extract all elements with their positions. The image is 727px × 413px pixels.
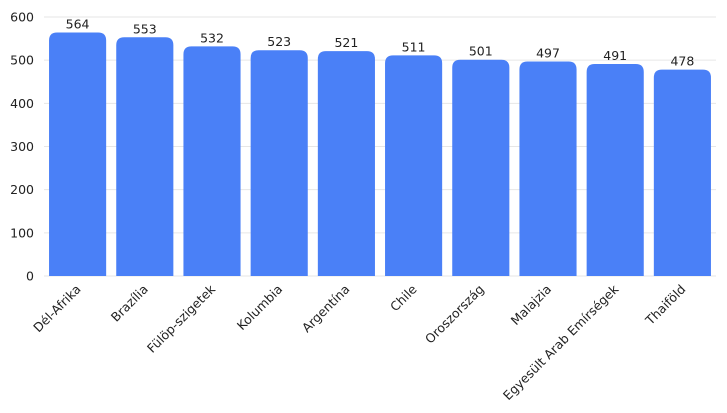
bar — [385, 55, 443, 276]
x-tick-label: Fülöp-szigetek — [144, 281, 219, 356]
y-tick-label: 0 — [26, 269, 34, 284]
y-tick-label: 600 — [10, 10, 34, 25]
bar — [653, 69, 711, 276]
bar — [317, 51, 375, 276]
x-tick-label: Oroszország — [422, 282, 487, 347]
x-tick-label: Thaiföld — [642, 282, 689, 329]
y-tick-label: 500 — [10, 53, 34, 68]
bar — [49, 32, 107, 276]
bar — [116, 37, 174, 277]
data-label: 521 — [334, 35, 358, 50]
data-label: 511 — [402, 39, 426, 54]
x-tick-label: Brazília — [108, 282, 151, 325]
x-tick-label: Egyesült Arab Emírségek — [500, 281, 622, 403]
data-label: 532 — [200, 30, 224, 45]
bar — [183, 46, 241, 276]
x-tick-label: Malajzia — [508, 282, 554, 328]
data-label: 497 — [536, 45, 560, 60]
bar — [586, 64, 644, 276]
bar — [519, 61, 577, 276]
data-label: 523 — [267, 34, 291, 49]
y-tick-label: 200 — [10, 182, 34, 197]
bar — [452, 59, 510, 276]
x-tick-label: Chile — [387, 281, 420, 314]
y-tick-label: 100 — [10, 225, 34, 240]
data-label: 553 — [133, 21, 157, 36]
x-tick-label: Dél-Afrika — [30, 282, 84, 336]
x-tick-label: Argentína — [299, 282, 353, 336]
data-label: 478 — [670, 54, 694, 69]
data-label: 501 — [469, 44, 493, 59]
y-tick-label: 300 — [10, 139, 34, 154]
x-tick-label: Kolumbia — [234, 282, 286, 334]
bar — [250, 50, 308, 276]
data-label: 491 — [603, 48, 627, 63]
y-tick-label: 400 — [10, 96, 34, 111]
data-label: 564 — [66, 17, 90, 32]
